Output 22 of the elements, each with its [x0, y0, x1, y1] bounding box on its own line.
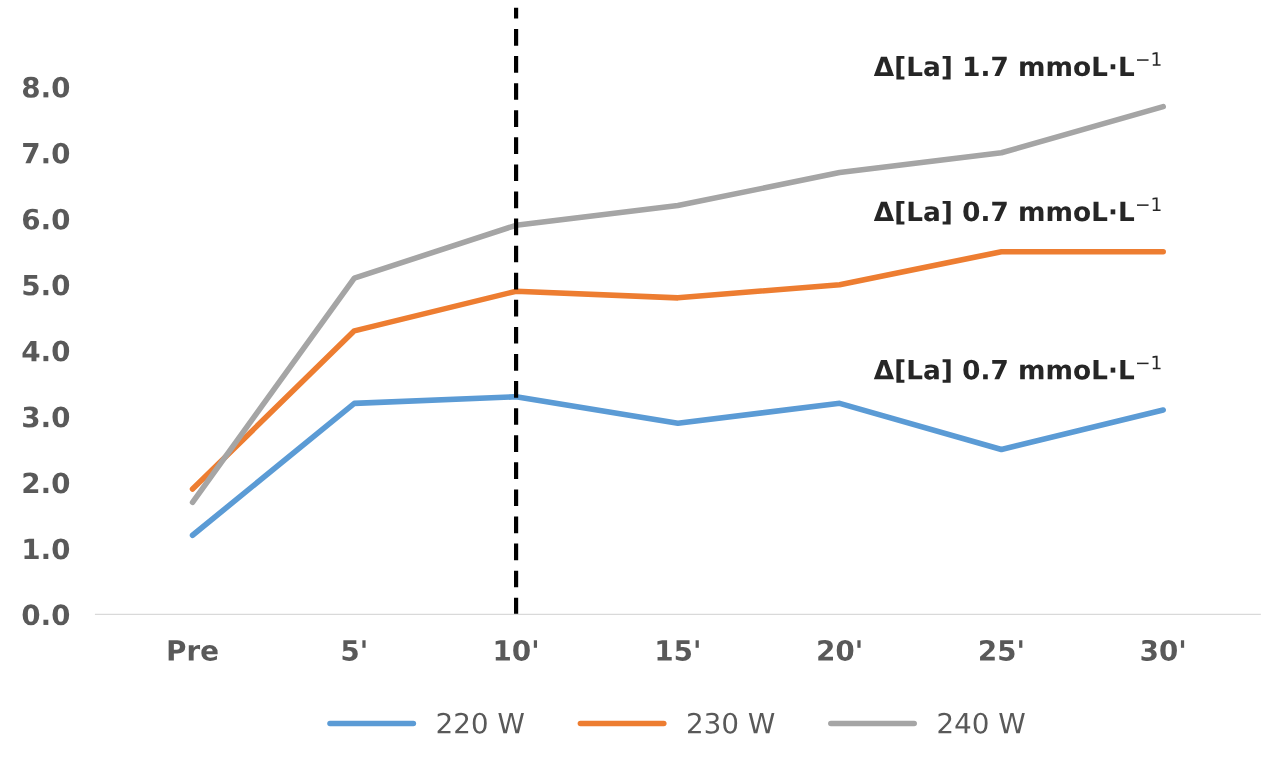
- y-tick-label: 2.0: [23, 472, 70, 494]
- legend-label: 240 W: [938, 712, 1025, 734]
- y-tick-label: 7.0: [23, 142, 70, 164]
- y-tick-label: 0.0: [22, 604, 70, 626]
- legend-label: 230 W: [688, 712, 775, 734]
- legend-label: 220 W: [437, 712, 524, 734]
- x-tick-label: 10': [495, 639, 538, 661]
- x-tick-label: 25': [980, 639, 1023, 661]
- x-tick-label: 30': [1141, 639, 1185, 661]
- y-tick-label: 4.0: [22, 340, 70, 362]
- x-tick-label: 15': [657, 640, 699, 661]
- annotation: Δ[La] 1.7 mmoL·L$^{−1}$: [873, 52, 1161, 80]
- x-tick-label: 20': [818, 639, 861, 661]
- annotation: Δ[La] 0.7 mmoL·L$^{−1}$: [873, 355, 1161, 383]
- y-tick-label: 5.0: [23, 274, 70, 296]
- y-tick-label: 1.0: [24, 538, 70, 560]
- y-tick-label: 6.0: [22, 208, 70, 230]
- y-tick-label: 8.0: [22, 76, 70, 98]
- x-tick-label: Pre: [168, 640, 218, 661]
- x-tick-label: 5': [342, 640, 366, 661]
- y-tick-label: 3.0: [23, 406, 70, 428]
- annotation: Δ[La] 0.7 mmoL·L$^{−1}$: [873, 197, 1161, 225]
